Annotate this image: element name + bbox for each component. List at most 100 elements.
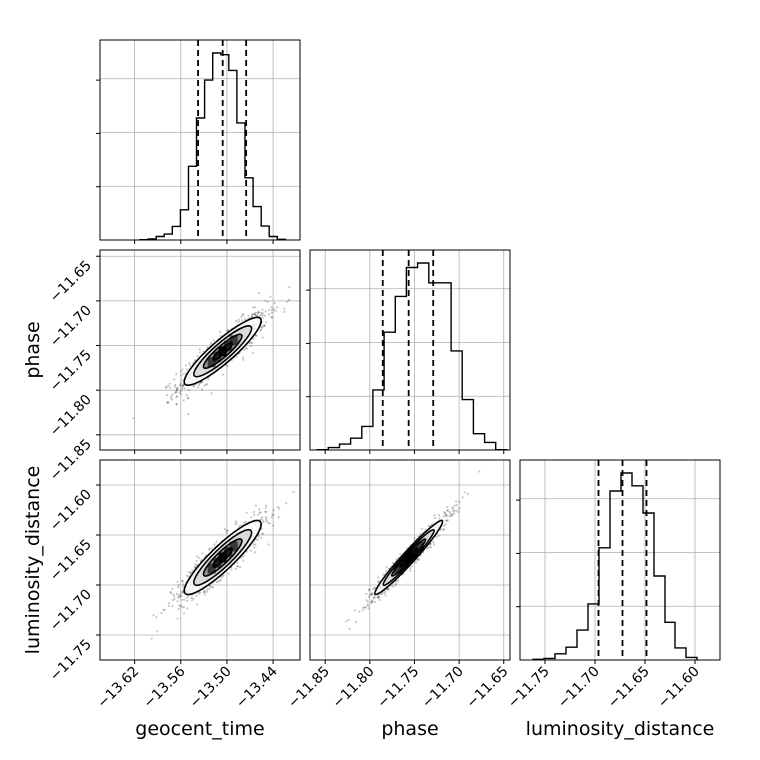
scatter-point <box>235 522 238 525</box>
scatter-point <box>371 599 374 603</box>
scatter-point <box>267 521 270 524</box>
scatter-point <box>186 599 189 603</box>
scatter-point <box>222 573 225 577</box>
scatter-point <box>236 561 239 564</box>
scatter-point <box>458 507 461 510</box>
scatter-point <box>171 393 174 396</box>
scatter-point <box>175 395 178 399</box>
scatter-point <box>241 314 244 317</box>
scatter-point <box>175 373 178 376</box>
scatter-point <box>390 585 393 588</box>
scatter-point <box>181 580 184 583</box>
scatter-point <box>175 395 179 398</box>
scatter-point <box>283 310 286 313</box>
scatter-point <box>225 529 229 532</box>
y-axis-label-phase: phase <box>22 321 44 378</box>
scatter-point <box>250 314 254 317</box>
scatter-point <box>253 513 256 517</box>
scatter-point <box>187 389 191 392</box>
scatter-point <box>410 565 413 568</box>
scatter-point <box>167 384 170 388</box>
scatter-point <box>394 583 397 586</box>
scatter-point <box>165 386 168 389</box>
scatter-point <box>170 395 173 398</box>
scatter-point <box>368 589 371 592</box>
scatter-point <box>249 549 252 552</box>
scatter-point <box>203 589 206 592</box>
scatter-point <box>168 601 171 605</box>
scatter-point <box>187 575 190 578</box>
scatter-point <box>171 587 174 591</box>
scatter-point <box>380 592 383 596</box>
scatter-point <box>182 605 185 609</box>
scatter-point <box>266 300 269 304</box>
scatter-point <box>181 385 184 388</box>
scatter-point <box>254 334 257 337</box>
scatter-point <box>264 516 267 519</box>
scatter-point <box>193 565 196 569</box>
scatter-point <box>208 587 211 591</box>
density-core <box>410 547 419 557</box>
scatter-point <box>206 383 209 386</box>
scatter-point <box>362 608 365 611</box>
panel-bg-phase-phase <box>310 250 510 450</box>
scatter-point <box>175 592 179 596</box>
scatter-point <box>458 500 461 503</box>
scatter-point <box>215 540 218 543</box>
scatter-point <box>205 590 208 593</box>
scatter-point <box>156 630 159 633</box>
scatter-point <box>448 510 451 513</box>
scatter-point <box>174 383 177 387</box>
histogram-geocent_time <box>139 52 287 241</box>
scatter-point <box>212 586 215 589</box>
scatter-point <box>445 519 448 522</box>
scatter-point <box>416 558 419 562</box>
scatter-point <box>276 506 279 509</box>
joint-panel-luminosity_distance-geocent_time <box>150 491 295 640</box>
scatter-point <box>198 382 201 385</box>
scatter-point <box>234 523 237 526</box>
scatter-point <box>265 321 268 324</box>
scatter-point <box>242 521 245 524</box>
x-tick-label: −11.75 <box>374 664 422 712</box>
scatter-point <box>174 385 177 388</box>
scatter-point <box>384 590 387 593</box>
scatter-point <box>377 580 380 583</box>
scatter-point <box>183 387 186 390</box>
scatter-point <box>167 604 170 608</box>
scatter-point <box>287 298 291 301</box>
scatter-point <box>238 524 241 528</box>
scatter-point <box>385 569 388 573</box>
scatter-point <box>173 595 176 598</box>
scatter-point <box>275 306 279 309</box>
scatter-point <box>198 557 201 560</box>
scatter-point <box>208 548 211 552</box>
scatter-point <box>363 605 367 609</box>
scatter-point <box>265 518 268 521</box>
scatter-point <box>417 558 420 561</box>
scatter-point <box>176 617 179 620</box>
scatter-point <box>274 310 277 313</box>
scatter-point <box>180 590 183 593</box>
scatter-point <box>227 328 230 331</box>
scatter-point <box>171 605 174 608</box>
panel-frame <box>99 249 301 451</box>
scatter-point <box>444 511 447 514</box>
scatter-point <box>348 627 351 631</box>
scatter-point <box>463 491 466 494</box>
scatter-point <box>362 606 365 609</box>
scatter-point <box>260 313 263 317</box>
x-tick-label: −13.44 <box>233 663 281 711</box>
scatter-point <box>188 364 191 367</box>
scatter-point <box>176 600 179 603</box>
scatter-point <box>179 593 182 596</box>
scatter-point <box>254 311 258 314</box>
scatter-point <box>215 580 218 584</box>
scatter-point <box>205 588 208 591</box>
scatter-point <box>179 370 183 373</box>
scatter-point <box>193 384 196 387</box>
scatter-point <box>461 496 464 499</box>
scatter-point <box>188 571 191 574</box>
scatter-point <box>453 504 456 507</box>
scatter-point <box>180 374 183 377</box>
